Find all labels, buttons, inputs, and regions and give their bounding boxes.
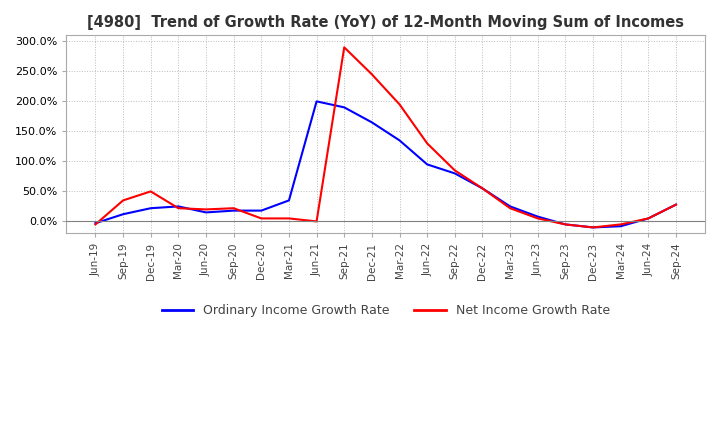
Ordinary Income Growth Rate bbox=[534, 214, 542, 219]
Ordinary Income Growth Rate bbox=[616, 224, 625, 229]
Ordinary Income Growth Rate bbox=[395, 138, 404, 143]
Ordinary Income Growth Rate bbox=[119, 212, 127, 217]
Ordinary Income Growth Rate bbox=[478, 186, 487, 191]
Net Income Growth Rate bbox=[644, 216, 652, 221]
Ordinary Income Growth Rate bbox=[91, 220, 100, 226]
Net Income Growth Rate bbox=[91, 222, 100, 227]
Ordinary Income Growth Rate bbox=[505, 204, 514, 209]
Ordinary Income Growth Rate bbox=[644, 216, 652, 221]
Ordinary Income Growth Rate bbox=[174, 204, 183, 209]
Ordinary Income Growth Rate bbox=[589, 225, 598, 230]
Net Income Growth Rate bbox=[146, 189, 155, 194]
Ordinary Income Growth Rate bbox=[367, 120, 376, 125]
Net Income Growth Rate bbox=[367, 72, 376, 77]
Net Income Growth Rate bbox=[340, 45, 348, 50]
Net Income Growth Rate bbox=[423, 141, 431, 146]
Ordinary Income Growth Rate bbox=[561, 222, 570, 227]
Ordinary Income Growth Rate bbox=[312, 99, 321, 104]
Net Income Growth Rate bbox=[312, 219, 321, 224]
Legend: Ordinary Income Growth Rate, Net Income Growth Rate: Ordinary Income Growth Rate, Net Income … bbox=[157, 299, 615, 322]
Ordinary Income Growth Rate bbox=[423, 162, 431, 167]
Ordinary Income Growth Rate bbox=[340, 105, 348, 110]
Net Income Growth Rate bbox=[174, 205, 183, 211]
Ordinary Income Growth Rate bbox=[284, 198, 293, 203]
Ordinary Income Growth Rate bbox=[146, 205, 155, 211]
Net Income Growth Rate bbox=[505, 205, 514, 211]
Title: [4980]  Trend of Growth Rate (YoY) of 12-Month Moving Sum of Incomes: [4980] Trend of Growth Rate (YoY) of 12-… bbox=[87, 15, 684, 30]
Net Income Growth Rate bbox=[202, 207, 210, 212]
Net Income Growth Rate bbox=[589, 225, 598, 230]
Net Income Growth Rate bbox=[257, 216, 266, 221]
Ordinary Income Growth Rate bbox=[202, 210, 210, 215]
Line: Net Income Growth Rate: Net Income Growth Rate bbox=[96, 48, 676, 227]
Line: Ordinary Income Growth Rate: Ordinary Income Growth Rate bbox=[96, 101, 676, 227]
Ordinary Income Growth Rate bbox=[257, 208, 266, 213]
Net Income Growth Rate bbox=[672, 202, 680, 207]
Net Income Growth Rate bbox=[561, 222, 570, 227]
Net Income Growth Rate bbox=[616, 222, 625, 227]
Net Income Growth Rate bbox=[284, 216, 293, 221]
Net Income Growth Rate bbox=[478, 186, 487, 191]
Net Income Growth Rate bbox=[119, 198, 127, 203]
Ordinary Income Growth Rate bbox=[230, 208, 238, 213]
Net Income Growth Rate bbox=[395, 102, 404, 107]
Net Income Growth Rate bbox=[534, 216, 542, 221]
Ordinary Income Growth Rate bbox=[672, 202, 680, 207]
Ordinary Income Growth Rate bbox=[451, 171, 459, 176]
Net Income Growth Rate bbox=[451, 168, 459, 173]
Net Income Growth Rate bbox=[230, 205, 238, 211]
